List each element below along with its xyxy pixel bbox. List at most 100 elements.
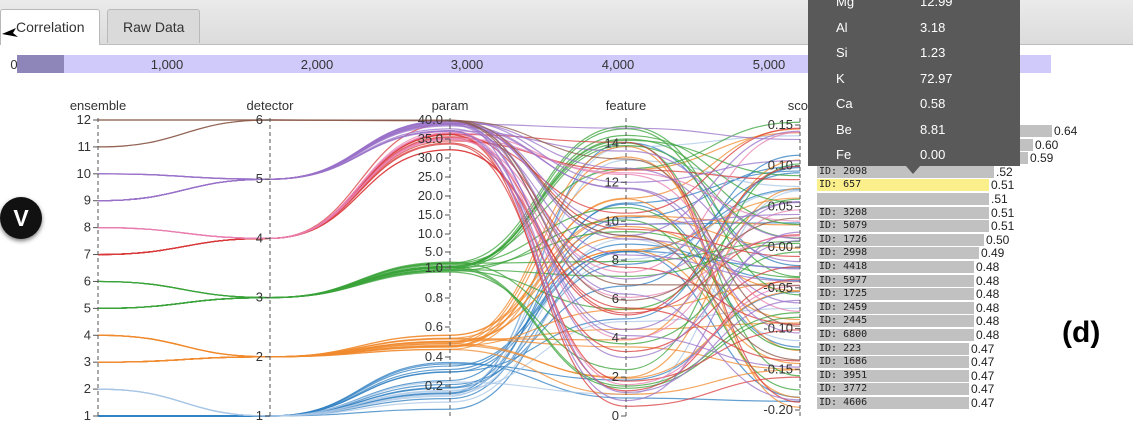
rank-item-score: 0.47 — [971, 396, 995, 410]
rank-item-score: 0.48 — [976, 260, 1000, 274]
axis-tick-label: 12 — [605, 174, 619, 189]
tooltip-row: Al 3.18 — [808, 16, 1020, 40]
rank-score-bar — [817, 165, 994, 178]
axis-tick-label: 0.15 — [768, 117, 793, 132]
panel-label: (d) — [1062, 316, 1101, 349]
axis-tick-label: 7 — [84, 247, 91, 262]
rank-score-bar — [817, 274, 974, 287]
element-symbol: K — [836, 70, 845, 86]
rank-score-bar — [817, 356, 969, 369]
axis-tick-label: 6 — [84, 273, 91, 288]
element-value: 8.81 — [920, 121, 946, 137]
axis-tick-label: 6 — [612, 291, 619, 306]
polyline-record[interactable] — [97, 125, 801, 309]
polyline-record[interactable] — [97, 222, 801, 417]
element-value: 12.99 — [920, 0, 953, 9]
timeline-track[interactable] — [17, 55, 1051, 73]
axis-tick-label: 1 — [84, 408, 91, 423]
axis-title-param[interactable]: param — [432, 98, 469, 113]
timeline-selection-handle[interactable] — [17, 55, 64, 73]
axis-tick-label: 0 — [612, 408, 619, 423]
axis-tick-label: 0.6 — [425, 319, 443, 334]
axis-tick-label: 2 — [256, 349, 263, 364]
tooltip-arrow — [906, 166, 920, 174]
polyline-record[interactable] — [97, 170, 801, 417]
polyline-record[interactable] — [97, 123, 801, 202]
axis-tick-label: 3 — [256, 290, 263, 305]
rank-item-score: .52 — [996, 164, 1013, 179]
element-symbol: Be — [836, 121, 852, 137]
axis-tick-label: 6 — [256, 112, 263, 127]
polyline-record[interactable] — [97, 120, 801, 263]
rank-item-id: ID: 1686 — [819, 356, 868, 368]
axis-tick-label: 8 — [84, 220, 91, 235]
axis-tick-label: 0.05 — [768, 198, 793, 213]
timeline-tick: 4,000 — [601, 57, 635, 72]
axis-tick-label: 4 — [612, 330, 619, 345]
axis-tick-label: 4 — [84, 327, 91, 342]
axis-tick-label: 10 — [77, 166, 91, 181]
rank-score-bar — [817, 383, 969, 396]
rank-score-bar — [817, 288, 974, 301]
axis-tick-label: -0.05 — [763, 280, 793, 295]
axis-title-detector[interactable]: detector — [247, 98, 295, 113]
axis-tick-label: 3 — [84, 354, 91, 369]
polyline-record[interactable] — [97, 119, 801, 301]
rank-item-id: ID: 5977 — [819, 274, 868, 286]
axis-tick-label: 0.00 — [768, 239, 793, 254]
rank-item-id: ID: 657 — [819, 179, 862, 191]
rank-score-bar — [817, 261, 974, 273]
rank-score-bar — [817, 193, 989, 205]
polyline-record[interactable] — [97, 267, 801, 389]
timeline-slider[interactable]: 0 1,000 2,000 3,000 4,000 5,000 — [0, 53, 1133, 75]
axis-tick-label: 0.8 — [425, 290, 443, 305]
axis-tick-label: 5 — [256, 171, 263, 186]
axis-title-feature[interactable]: feature — [606, 98, 646, 113]
rank-item-score: 0.60 — [1035, 137, 1059, 152]
rank-item-score: 0.64 — [1054, 124, 1078, 138]
timeline-tick: 1,000 — [150, 57, 184, 72]
polyline-record[interactable] — [97, 124, 801, 331]
composition-tooltip: Mg 12.99 Al 3.18 Si 1.23 K 72.97 Ca 0.58 Be 8.81 Fe 0… — [808, 0, 1020, 166]
rank-item-id: ID: 1726 — [819, 233, 868, 245]
axis-tick-label: -0.15 — [763, 361, 793, 376]
rank-score-bar — [817, 342, 969, 355]
tooltip-row: K 72.97 — [808, 67, 1020, 91]
rank-item-id: ID: 3951 — [819, 369, 868, 381]
element-value: 0.58 — [920, 96, 946, 111]
axis-tick-label: 40.0 — [418, 112, 443, 127]
polyline-record[interactable] — [97, 130, 801, 359]
polyline-record[interactable] — [97, 127, 801, 256]
axis-title-scor[interactable]: scor — [788, 98, 813, 113]
timeline-tick: 3,000 — [450, 57, 484, 72]
axis-tick-label: 35.0 — [418, 131, 443, 146]
tab-raw-data[interactable]: Raw Data — [107, 9, 201, 43]
rank-score-bar — [817, 247, 979, 260]
element-symbol: Al — [836, 19, 848, 35]
axis-tick-label: 4 — [256, 230, 263, 245]
polyline-record[interactable] — [98, 119, 801, 361]
axis-title-ensemble[interactable]: ensemble — [70, 98, 126, 113]
axis-tick-label: 9 — [84, 193, 91, 208]
rank-item-score: 0.47 — [971, 341, 995, 356]
timeline-tick: 2,000 — [300, 57, 334, 72]
element-symbol: Mg — [836, 0, 855, 9]
axis-tick-label: 20.0 — [418, 188, 443, 203]
rank-score-bar — [817, 397, 969, 409]
polyline-record[interactable] — [97, 307, 801, 417]
element-symbol: Si — [836, 45, 848, 60]
rank-item-score: 0.48 — [976, 328, 1000, 342]
rank-item-id: ID: 2998 — [819, 247, 868, 259]
rank-score-bar — [817, 301, 974, 314]
axis-tick-label: 25.0 — [418, 169, 443, 184]
view-badge: V — [0, 197, 42, 239]
polyline-record[interactable] — [97, 159, 801, 417]
axis-tick-label: 0.10 — [768, 158, 793, 173]
tab-correlation[interactable]: Correlation — [0, 9, 101, 45]
polyline-record[interactable] — [97, 145, 801, 408]
similarity-rank-list[interactable]: 0.64 0.60 0.59 ID: 2098.52 ID: 657 0.51.51 ID:… — [817, 125, 1077, 425]
rank-score-bar — [817, 206, 989, 219]
rank-item-score: 0.48 — [976, 287, 1000, 302]
rank-item-id: ID: 4418 — [819, 261, 868, 272]
